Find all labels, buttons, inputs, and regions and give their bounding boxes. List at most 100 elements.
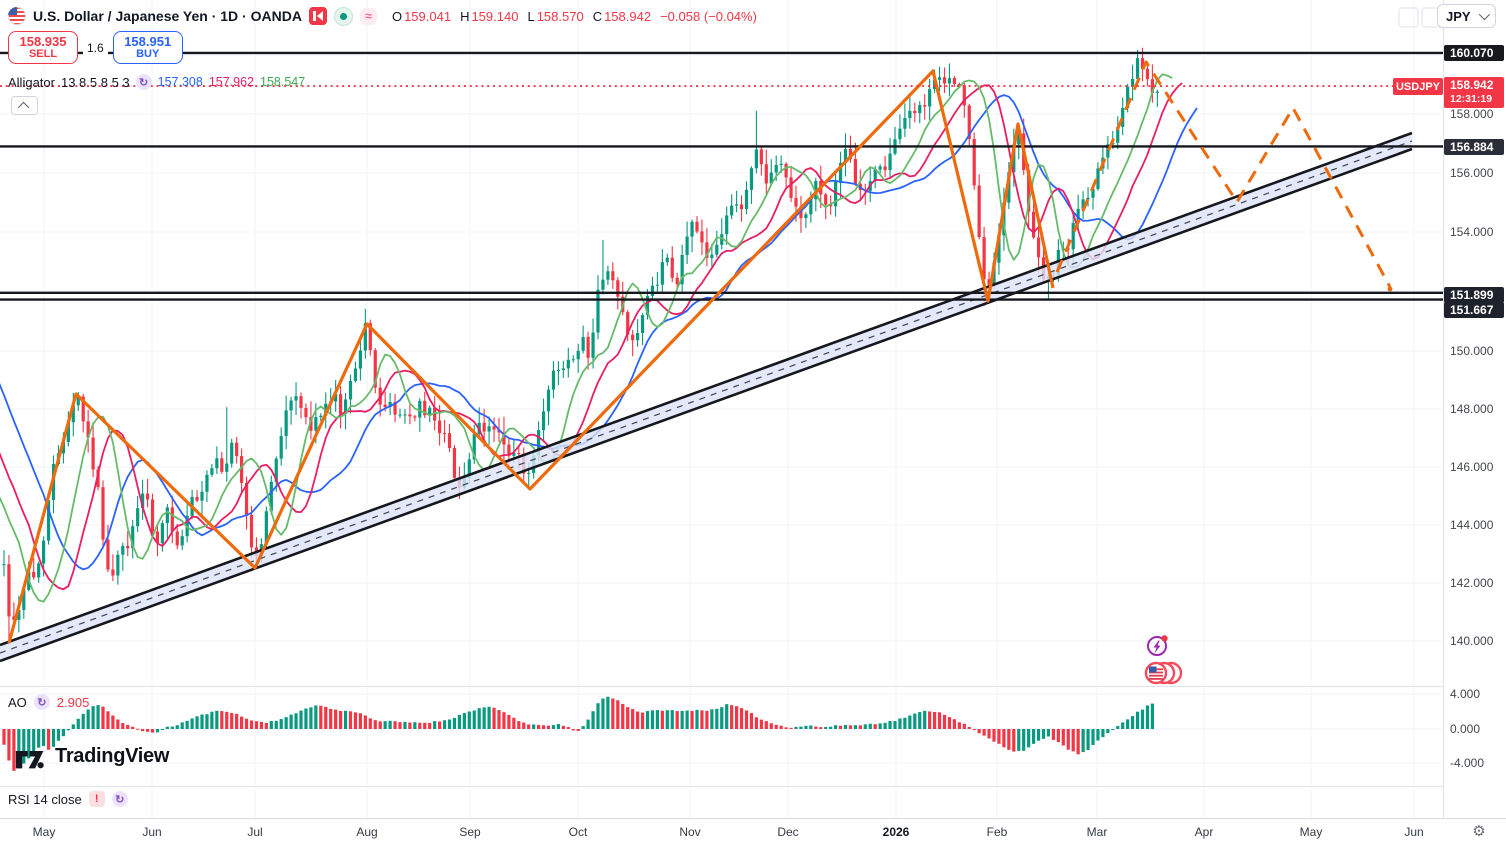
- rsi-name[interactable]: RSI 14 close: [8, 791, 82, 807]
- currency-unit-value: JPY: [1446, 8, 1471, 24]
- indicator-legend-rsi: RSI 14 close ! ↻: [8, 791, 128, 807]
- alligator-line: [0, 82, 1183, 591]
- price-axis-badge: 151.899: [1444, 287, 1504, 303]
- usd-flag-icon: [8, 7, 26, 25]
- time-axis[interactable]: May Jun Jul Aug Sep Oct Nov Dec 2026 Feb Mar Apr May…: [0, 818, 1506, 844]
- time-axis-label: Nov: [679, 825, 701, 839]
- price-axis-badge: 158.942 12:31:19: [1444, 77, 1504, 108]
- refresh-icon[interactable]: ↻: [111, 791, 128, 807]
- tradingview-wordmark: TradingView: [55, 745, 170, 767]
- market-status-icon[interactable]: [333, 6, 353, 26]
- low-label: L: [527, 8, 535, 24]
- price-tick-label: 148.000: [1450, 402, 1494, 416]
- time-axis-label: Jun: [1404, 825, 1424, 839]
- axis-divider: [1443, 0, 1444, 844]
- price-tick-label: 154.000: [1450, 225, 1494, 239]
- sell-button[interactable]: 158.935 SELL: [8, 31, 78, 64]
- tradingview-logo-icon: [15, 751, 44, 769]
- price-axis-badge: 151.667: [1444, 302, 1504, 318]
- price-tick-label: 156.000: [1450, 166, 1494, 180]
- approx-price-icon[interactable]: ≈: [359, 7, 377, 25]
- price-tick-label: 144.000: [1450, 518, 1494, 532]
- chart-event-icons: [1140, 632, 1184, 693]
- time-settings-gear-icon[interactable]: ⚙: [1472, 823, 1486, 840]
- chevron-up-icon: [17, 101, 29, 113]
- change-value: −0.058 (−0.04%): [660, 8, 757, 24]
- price-tick-label: 146.000: [1450, 460, 1494, 474]
- close-value: 158.942: [604, 8, 652, 24]
- alligator-line: [0, 73, 1173, 603]
- time-axis-label: May: [1299, 825, 1323, 839]
- indicator-legend-alligator: Alligator 13 8 5 8 5 3 ↻ 157.308 157.962…: [8, 74, 305, 90]
- ao-tick-label: 0.000: [1450, 722, 1481, 736]
- zigzag-projection-drawing[interactable]: [1055, 60, 1392, 288]
- time-axis-label: Jun: [142, 825, 162, 839]
- time-axis-label: Oct: [568, 825, 588, 839]
- time-axis-label: May: [32, 825, 56, 839]
- ao-value: 2.905: [56, 694, 90, 710]
- alligator-teeth-value: 157.962: [208, 75, 255, 89]
- news-flash-icon[interactable]: [1147, 635, 1168, 656]
- horizontal-level-lines[interactable]: [0, 51, 1443, 301]
- sell-label: SELL: [28, 47, 58, 60]
- time-axis-label: Sep: [459, 825, 481, 839]
- projection-end-dot: [1387, 286, 1393, 292]
- grid: [0, 0, 1443, 818]
- price-tick-label: 150.000: [1450, 344, 1494, 358]
- time-axis-label: Dec: [777, 825, 799, 839]
- time-axis-label: Mar: [1086, 825, 1108, 839]
- time-axis-label: Jul: [247, 825, 263, 839]
- buy-label: BUY: [136, 47, 160, 60]
- price-tick-label: 142.000: [1450, 576, 1494, 590]
- time-axis-label: Feb: [986, 825, 1008, 839]
- ohlc-readout: O 159.041 H 159.140 L 158.570 C 158.942 −0.0…: [392, 9, 757, 24]
- price-axis-badge: 160.070: [1444, 45, 1504, 61]
- price-tick-label: 140.000: [1450, 634, 1494, 648]
- ao-histogram: [2, 696, 1154, 771]
- symbol-title[interactable]: U.S. Dollar / Japanese Yen · 1D · OANDA: [33, 8, 302, 24]
- price-axis-badge: 156.884: [1444, 139, 1504, 155]
- indicator-legend-ao: AO ↻ 2.905: [8, 694, 89, 710]
- time-axis-label: Aug: [356, 825, 378, 839]
- warning-icon[interactable]: !: [88, 791, 105, 807]
- trade-panel: 158.935 SELL 1.6 158.951 BUY: [8, 31, 183, 64]
- tradingview-watermark: TradingView: [14, 743, 169, 770]
- zigzag-trend-drawing[interactable]: [7, 69, 1055, 644]
- broker-logo-icon[interactable]: [308, 7, 327, 25]
- ao-tick-label: -4.000: [1450, 756, 1485, 770]
- close-label: C: [592, 8, 603, 24]
- currency-unit-dropdown[interactable]: JPY: [1437, 4, 1496, 28]
- parallel-channel-drawing[interactable]: [0, 131, 1413, 663]
- price-tick-label: 158.000: [1450, 107, 1494, 121]
- price-axis[interactable]: 158.000 156.000 154.000 150.000 148.000 146.0…: [1443, 0, 1506, 818]
- alligator-jaw-value: 157.308: [157, 75, 203, 89]
- alligator-lips-value: 158.547: [260, 75, 306, 89]
- chevron-down-icon: [1478, 8, 1491, 21]
- buy-button[interactable]: 158.951 BUY: [112, 31, 183, 64]
- symbol-header: U.S. Dollar / Japanese Yen · 1D · OANDA …: [8, 5, 757, 27]
- collapse-legend-button[interactable]: [11, 96, 38, 115]
- chart-canvas[interactable]: [0, 0, 1443, 818]
- economic-events-icon[interactable]: [1144, 661, 1183, 685]
- buy-price: 158.951: [124, 33, 172, 49]
- high-value: 159.140: [471, 8, 519, 24]
- ao-name[interactable]: AO: [8, 694, 27, 710]
- indicator-name[interactable]: Alligator: [8, 74, 55, 90]
- open-value: 159.041: [404, 8, 452, 24]
- current-price-symbol-tag: USDJPY: [1393, 78, 1443, 95]
- high-label: H: [460, 8, 470, 24]
- low-value: 158.570: [536, 8, 584, 24]
- time-axis-label: 2026: [882, 825, 910, 839]
- sell-price: 158.935: [19, 33, 67, 49]
- candlesticks: [2, 47, 1159, 645]
- ghost-check-icon[interactable]: [1398, 7, 1419, 28]
- symbol-tag-text: USDJPY: [1395, 80, 1441, 93]
- indicator-params: 13 8 5 8 5 3: [60, 74, 130, 90]
- refresh-icon[interactable]: ↻: [33, 694, 50, 710]
- open-label: O: [391, 8, 403, 24]
- spread-value: 1.6: [83, 39, 108, 56]
- refresh-icon[interactable]: ↻: [135, 74, 152, 90]
- ao-tick-label: 4.000: [1450, 687, 1481, 701]
- time-axis-label: Apr: [1194, 825, 1214, 839]
